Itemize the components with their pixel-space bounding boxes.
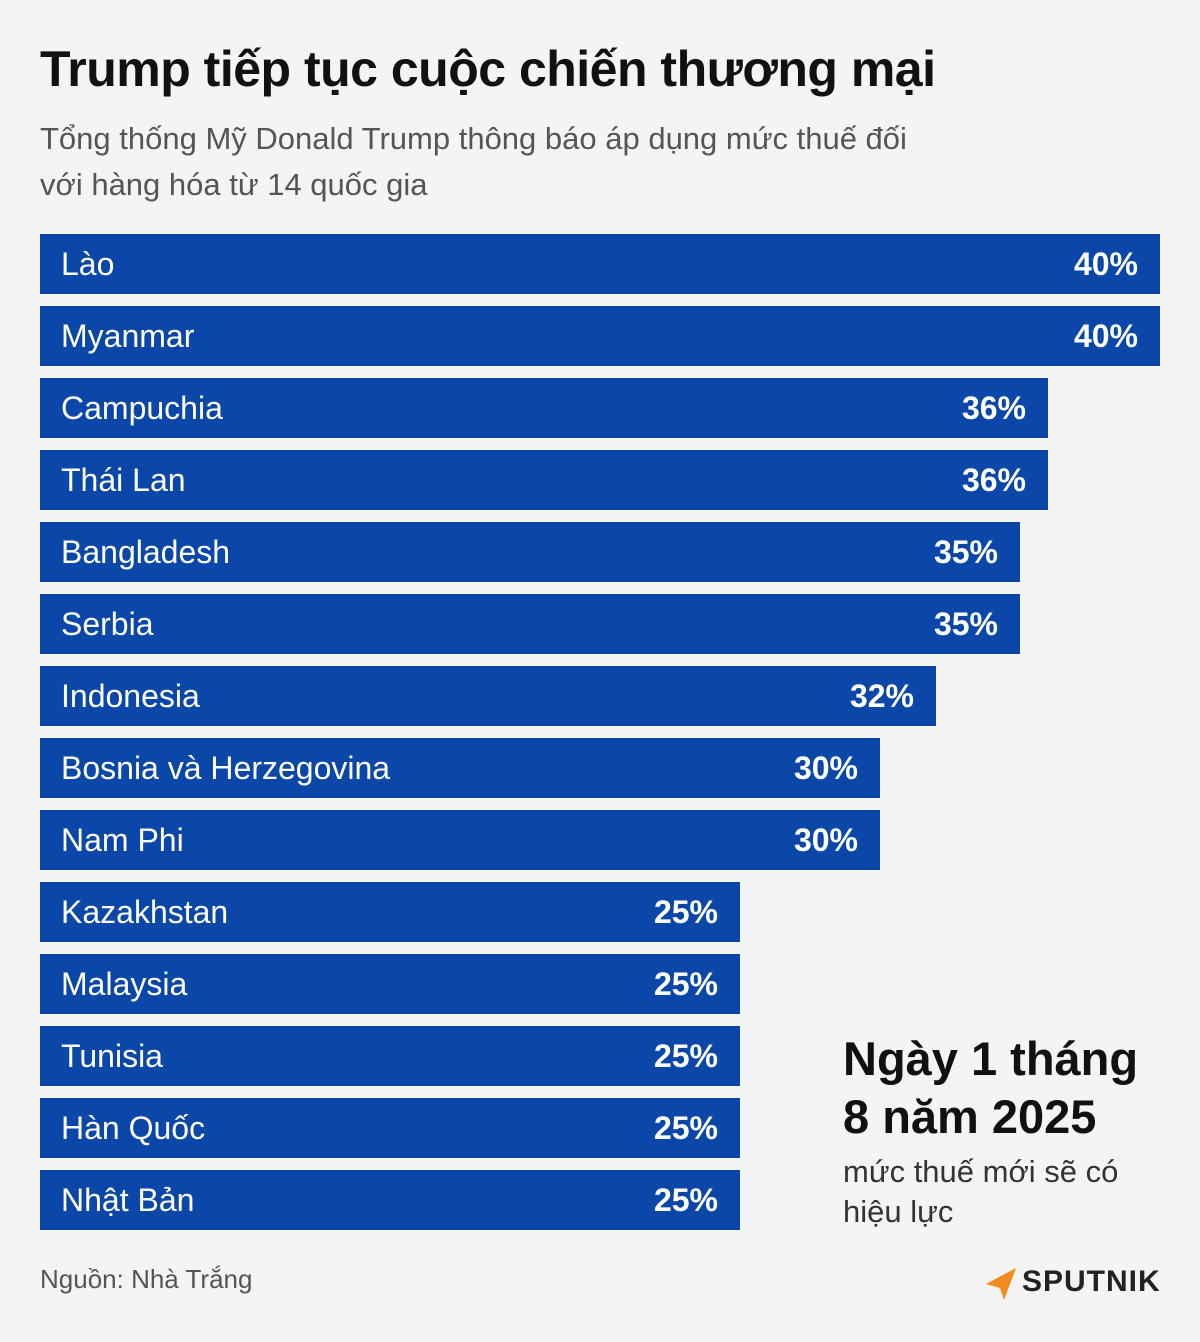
bar: Myanmar 40% xyxy=(40,306,1160,366)
sputnik-logo: SPUTNIK xyxy=(984,1262,1161,1302)
bar-category-label: Lào xyxy=(61,246,115,282)
bar-category-label: Tunisia xyxy=(61,1038,163,1074)
bar-category-label: Malaysia xyxy=(61,966,188,1002)
bar-value-label: 40% xyxy=(1073,246,1138,282)
bar-value-label: 25% xyxy=(653,1038,718,1074)
effective-date-heading: Ngày 1 tháng 8 năm 2025 xyxy=(843,1032,1139,1143)
bar: Indonesia 32% xyxy=(40,666,936,726)
chart-subtitle: Tổng thống Mỹ Donald Trump thông báo áp … xyxy=(40,121,907,202)
bar-value-label: 25% xyxy=(653,1110,718,1146)
bar-value-label: 40% xyxy=(1073,318,1138,354)
bar: Campuchia 36% xyxy=(40,378,1048,438)
bar: Bosnia và Herzegovina 30% xyxy=(40,738,880,798)
source-note: Nguồn: Nhà Trắng xyxy=(40,1264,253,1294)
bar-value-label: 25% xyxy=(653,966,718,1002)
bar-value-label: 25% xyxy=(653,894,718,930)
bar: Lào 40% xyxy=(40,234,1160,294)
bar-category-label: Hàn Quốc xyxy=(61,1110,206,1146)
bar-category-label: Bosnia và Herzegovina xyxy=(61,750,391,786)
chart-title: Trump tiếp tục cuộc chiến thương mại xyxy=(40,41,936,97)
bar-value-label: 35% xyxy=(933,534,998,570)
bar-category-label: Bangladesh xyxy=(61,534,231,570)
bar: Nhật Bản 25% xyxy=(40,1170,740,1230)
bar-category-label: Nam Phi xyxy=(61,822,184,858)
bar-value-label: 36% xyxy=(961,462,1026,498)
bar-value-label: 36% xyxy=(961,390,1026,426)
bar-category-label: Serbia xyxy=(61,606,154,642)
logo-text: SPUTNIK xyxy=(1022,1265,1161,1298)
bar: Nam Phi 30% xyxy=(40,810,880,870)
bar-value-label: 25% xyxy=(653,1182,718,1218)
sputnik-logo-icon xyxy=(986,1268,1016,1300)
bar-category-label: Campuchia xyxy=(61,390,223,426)
bar: Hàn Quốc 25% xyxy=(40,1098,740,1158)
effective-date-callout: Ngày 1 tháng 8 năm 2025 mức thuế mới sẽ … xyxy=(843,1030,1173,1232)
bar-category-label: Indonesia xyxy=(61,678,200,714)
effective-date-note: mức thuế mới sẽ có hiệu lực xyxy=(843,1154,1119,1229)
bar-chart: Lào 40% Myanmar 40% Campuchia 36% Thái Lan 36% B… xyxy=(40,234,1160,1234)
bar: Serbia 35% xyxy=(40,594,1020,654)
bar: Bangladesh 35% xyxy=(40,522,1020,582)
bar-value-label: 32% xyxy=(849,678,914,714)
bar-category-label: Kazakhstan xyxy=(61,894,229,930)
bar: Thái Lan 36% xyxy=(40,450,1048,510)
bar-value-label: 30% xyxy=(793,750,858,786)
bar-category-label: Myanmar xyxy=(61,318,195,354)
bar-value-label: 35% xyxy=(933,606,998,642)
bar-category-label: Nhật Bản xyxy=(61,1182,195,1218)
bar-value-label: 30% xyxy=(793,822,858,858)
bar-category-label: Thái Lan xyxy=(61,462,186,498)
bar: Malaysia 25% xyxy=(40,954,740,1014)
bar: Tunisia 25% xyxy=(40,1026,740,1086)
bar: Kazakhstan 25% xyxy=(40,882,740,942)
